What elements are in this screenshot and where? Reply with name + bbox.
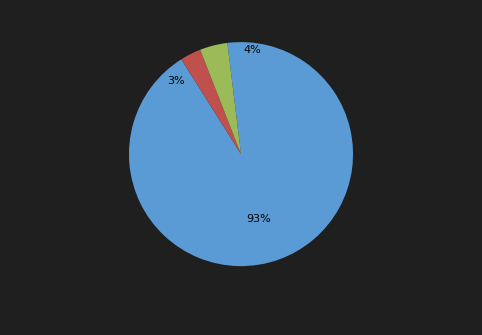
Wedge shape	[129, 42, 353, 266]
Wedge shape	[200, 43, 241, 154]
Wedge shape	[181, 50, 241, 154]
Text: 4%: 4%	[244, 45, 262, 55]
Text: 3%: 3%	[167, 76, 185, 86]
Text: 93%: 93%	[246, 214, 271, 224]
